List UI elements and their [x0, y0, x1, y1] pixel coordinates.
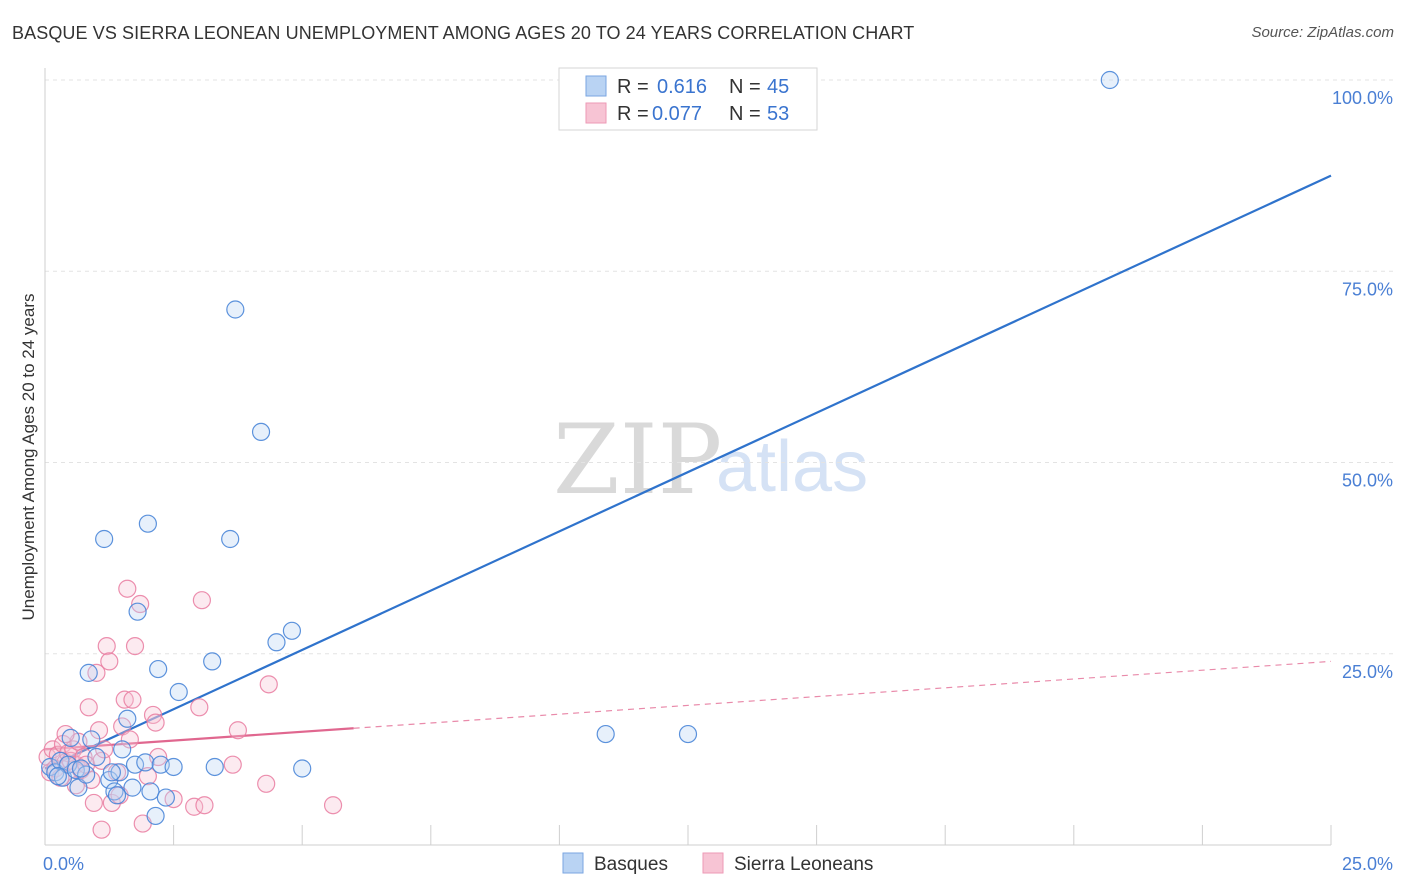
- basque-point-35: [251, 422, 271, 441]
- series-legend: Basques Sierra Leoneans: [562, 852, 873, 875]
- basque-point-18: [118, 709, 137, 728]
- basque-point-32: [205, 757, 224, 777]
- basque-point-12: [95, 529, 114, 549]
- basque-point-19: [123, 778, 142, 797]
- basque-points: [41, 70, 1119, 826]
- bottom-legend-swatch-sierra: [702, 852, 724, 874]
- sierra-point-45: [195, 796, 214, 815]
- stats-legend: R = 0.616 N = 45 R = 0.077 N = 53: [558, 67, 818, 131]
- bottom-legend-swatch-basques: [562, 852, 584, 874]
- sierra-point-39: [146, 713, 165, 732]
- basque-point-33: [221, 529, 240, 549]
- basque-point-24: [141, 782, 160, 801]
- basque-point-44: [102, 763, 121, 782]
- legend-r-value-sierra: 0.077: [652, 103, 702, 125]
- basque-point-10: [82, 730, 101, 749]
- basque-point-39: [596, 724, 615, 744]
- watermark-atlas: atlas: [716, 427, 868, 507]
- y-tick-label-3: 25.0%: [1342, 662, 1393, 682]
- sierra-point-37: [138, 767, 157, 786]
- sierra-point-33: [123, 690, 142, 709]
- sierra-point-30: [115, 690, 134, 709]
- basque-point-16: [110, 763, 129, 782]
- sierra-point-24: [97, 636, 116, 656]
- sierra-point-16: [79, 698, 98, 717]
- bottom-legend-label-basques: Basques: [594, 854, 668, 875]
- basque-point-43: [71, 759, 91, 778]
- sierra-point-23: [95, 740, 114, 759]
- y-tick-labels: 100.0% 75.0% 50.0% 25.0%: [1332, 88, 1393, 682]
- sierra-point-20: [89, 721, 109, 740]
- basque-point-21: [128, 602, 147, 621]
- sierra-point-25: [100, 652, 119, 671]
- basque-point-15: [107, 786, 127, 805]
- legend-n-label-sierra: N =: [729, 103, 761, 125]
- basque-point-5: [61, 728, 80, 748]
- watermark-zip: ZIP: [553, 404, 722, 516]
- legend-n-label-basques: N =: [729, 76, 761, 98]
- basque-point-36: [267, 633, 286, 652]
- sierra-point-43: [190, 698, 209, 717]
- sierra-point-44: [192, 591, 211, 610]
- basque-point-28: [156, 788, 175, 807]
- basque-point-22: [136, 753, 155, 772]
- y-axis-label: Unemployment Among Ages 20 to 24 years: [19, 294, 38, 621]
- basque-point-41: [1100, 70, 1119, 90]
- sierra-point-22: [92, 820, 111, 839]
- basque-point-29: [164, 757, 183, 777]
- x-tick-label-0: 0.0%: [43, 854, 84, 874]
- x-tick-labels: 0.0% 25.0%: [43, 854, 1393, 874]
- legend-n-value-basques: 45: [767, 76, 789, 98]
- sierra-point-48: [257, 774, 276, 793]
- y-tick-label-1: 75.0%: [1342, 279, 1393, 299]
- sierra-trendline-dashed: [353, 660, 1332, 729]
- legend-n-value-sierra: 53: [767, 103, 789, 125]
- sierra-points: [38, 579, 343, 839]
- legend-r-label-sierra: R =: [617, 103, 649, 125]
- basque-point-25: [146, 806, 165, 826]
- legend-swatch-basques: [585, 75, 607, 97]
- sierra-point-32: [120, 730, 139, 749]
- sierra-point-46: [223, 755, 242, 774]
- legend-r-label-basques: R =: [617, 76, 649, 98]
- basque-point-9: [79, 663, 98, 682]
- basque-trendline-segment: [44, 174, 1332, 770]
- basque-point-38: [293, 759, 312, 778]
- bottom-legend-label-sierra: Sierra Leoneans: [734, 854, 873, 875]
- basque-trendline: [44, 174, 1332, 770]
- sierra-point-31: [118, 579, 137, 598]
- basque-point-11: [87, 747, 106, 767]
- basque-point-42: [48, 767, 67, 786]
- basque-point-17: [113, 740, 132, 759]
- sierra-point-19: [87, 663, 106, 682]
- basque-point-0: [41, 757, 60, 777]
- source-credit: Source: ZipAtlas.com: [1251, 24, 1394, 41]
- y-tick-label-0: 100.0%: [1332, 88, 1393, 108]
- sierra-point-41: [164, 789, 183, 809]
- basque-point-30: [169, 682, 188, 702]
- axes: [44, 68, 1332, 846]
- sierra-point-50: [323, 796, 343, 815]
- basque-point-23: [138, 514, 157, 533]
- basque-point-37: [282, 621, 302, 640]
- sierra-point-34: [125, 636, 145, 656]
- legend-swatch-sierra: [585, 102, 607, 124]
- y-tick-label-2: 50.0%: [1342, 471, 1393, 491]
- legend-r-value-basques: 0.616: [657, 76, 707, 98]
- sierra-point-47: [228, 721, 247, 740]
- basque-point-34: [226, 300, 245, 319]
- x-tick-label-1: 25.0%: [1342, 854, 1393, 874]
- sierra-point-49: [259, 675, 278, 694]
- basque-point-26: [149, 659, 168, 679]
- basque-point-40: [678, 724, 698, 744]
- basque-point-31: [203, 652, 222, 671]
- gridlines: [45, 79, 1395, 655]
- chart-title: BASQUE VS SIERRA LEONEAN UNEMPLOYMENT AM…: [12, 23, 915, 43]
- sierra-point-18: [84, 793, 103, 813]
